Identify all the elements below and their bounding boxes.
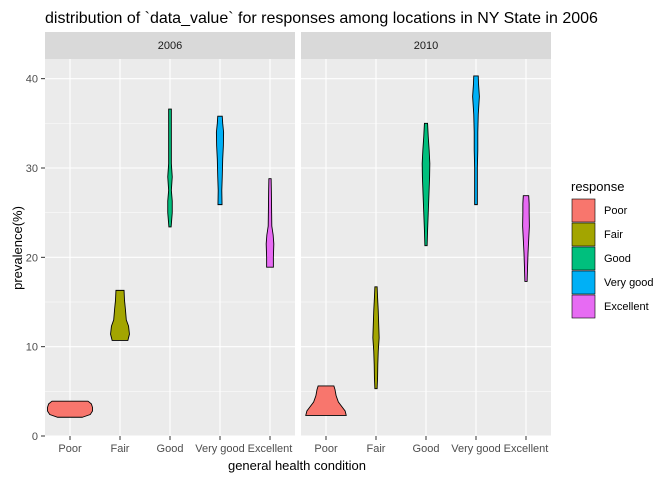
violin-2006-good	[167, 108, 173, 228]
x-axis-title: general health condition	[228, 458, 366, 473]
legend-label-poor: Poor	[604, 205, 628, 217]
violin-2006-excellent	[265, 178, 275, 268]
facet-strip-label: 2006	[158, 40, 182, 52]
violin-2010-good	[421, 122, 431, 247]
violin-2010-poor	[305, 385, 347, 416]
facet-strip	[301, 32, 551, 59]
y-tick-label: 10	[26, 342, 38, 354]
legend: response Poor Fair Good Very good Excellent	[571, 179, 654, 319]
legend-key-excellent	[571, 294, 596, 319]
violin-2006-very-good	[215, 115, 225, 206]
legend-label-excellent: Excellent	[604, 301, 649, 313]
x-tick-label-fair: Fair	[367, 443, 386, 455]
y-tick-label: 40	[26, 74, 38, 86]
x-axis: Poor Fair Good Very good Excellent Poor Fair Go…	[58, 436, 548, 455]
violin-2006-fair	[110, 289, 130, 341]
legend-label-fair: Fair	[604, 229, 623, 241]
x-tick-label-good: Good	[413, 443, 440, 455]
chart-title: distribution of `data_value` for respons…	[45, 10, 598, 27]
x-tick-label-very-good: Very good	[451, 443, 501, 455]
y-tick-label: 30	[26, 163, 38, 175]
legend-key-fair	[571, 222, 596, 247]
x-tick-label-good: Good	[157, 443, 184, 455]
x-tick-label-excellent: Excellent	[248, 443, 293, 455]
facet-panels: 2006 2010	[45, 32, 551, 437]
legend-label-very-good: Very good	[604, 277, 654, 289]
legend-key-poor	[571, 198, 596, 223]
facet-strip-label: 2010	[414, 40, 438, 52]
facet-panel-2010: 2010	[301, 32, 551, 437]
x-tick-label-poor: Poor	[58, 443, 82, 455]
legend-key-very-good	[571, 270, 596, 295]
legend-key-good	[571, 246, 596, 271]
violin-2010-fair	[372, 286, 380, 390]
legend-title: response	[571, 179, 624, 194]
legend-label-good: Good	[604, 253, 631, 265]
y-tick-label: 20	[26, 252, 38, 264]
x-tick-label-very-good: Very good	[195, 443, 245, 455]
violin-2006-poor	[47, 400, 93, 418]
y-axis-title: prevalence(%)	[10, 206, 25, 290]
y-tick-label: 0	[32, 431, 38, 443]
violin-2010-very-good	[472, 75, 480, 206]
y-axis: 0 10 20 30 40	[26, 74, 45, 443]
x-tick-label-excellent: Excellent	[504, 443, 549, 455]
x-tick-label-fair: Fair	[111, 443, 130, 455]
x-tick-label-poor: Poor	[314, 443, 338, 455]
facet-panel-2006: 2006	[45, 32, 295, 437]
facet-strip	[45, 32, 295, 59]
violin-2010-excellent	[522, 195, 530, 282]
